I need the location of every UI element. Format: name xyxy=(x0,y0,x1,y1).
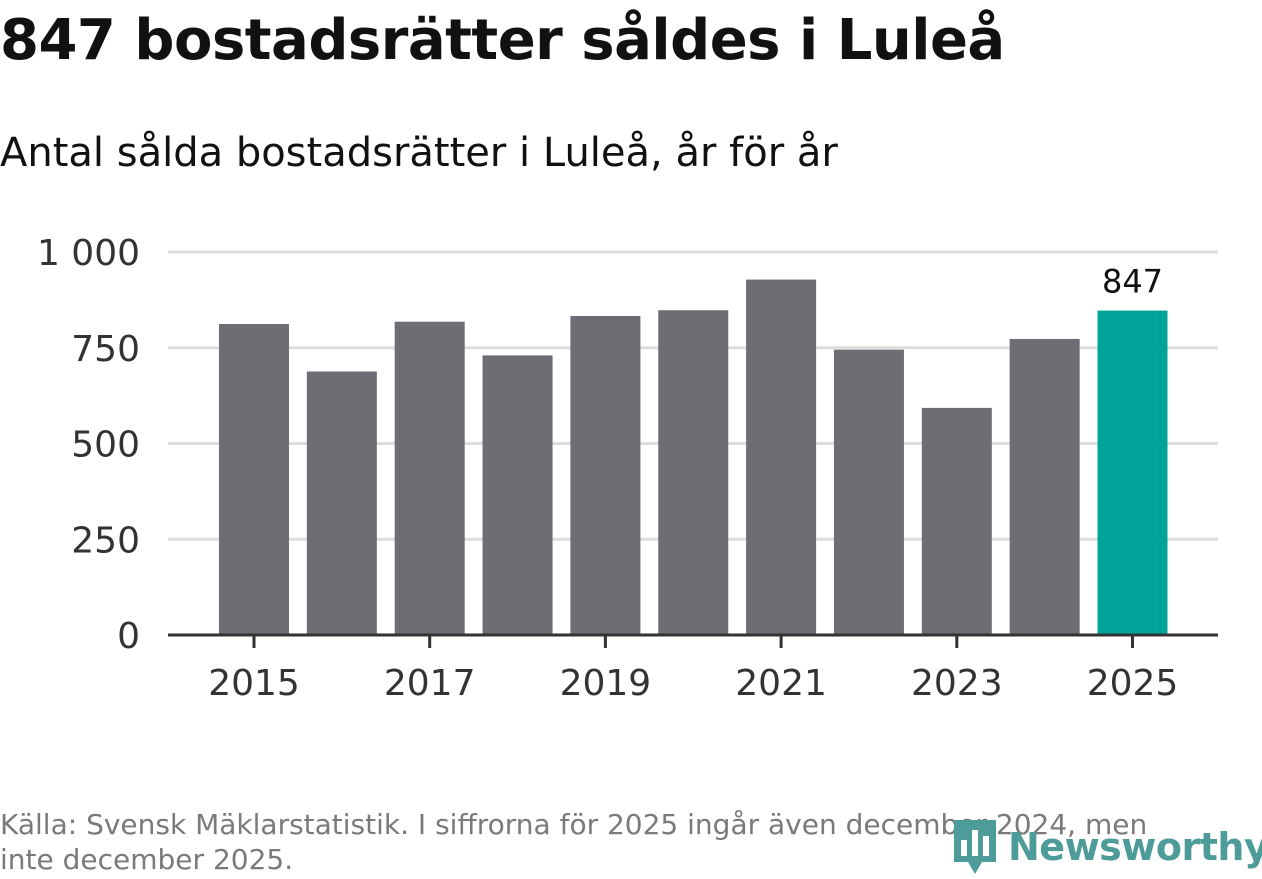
newsworthy-logo-icon xyxy=(954,820,996,874)
chart-title: 847 bostadsrätter såldes i Luleå xyxy=(0,8,1005,73)
y-tick-label: 250 xyxy=(71,520,140,561)
x-tick-label: 2023 xyxy=(911,663,1003,704)
x-tick-label: 2021 xyxy=(735,663,827,704)
y-tick-label: 500 xyxy=(71,425,140,466)
bar-2016 xyxy=(306,371,377,635)
bar-2017 xyxy=(394,321,465,635)
x-tick-label: 2025 xyxy=(1087,663,1179,704)
bar-2023 xyxy=(921,407,992,635)
y-tick-label: 1 000 xyxy=(37,233,140,274)
x-tick-label: 2019 xyxy=(560,663,652,704)
x-axis-ticks: 2015 2017 2019 2021 2023 2025 xyxy=(208,635,1178,704)
chart-subtitle: Antal sålda bostadsrätter i Luleå, år fö… xyxy=(0,130,838,176)
data-labels: 847 xyxy=(1102,263,1163,301)
bars xyxy=(219,279,1168,635)
bar-2020 xyxy=(658,310,729,635)
data-label: 847 xyxy=(1102,263,1163,301)
y-tick-label: 0 xyxy=(117,616,140,657)
brand-name: Newsworthy xyxy=(1008,825,1262,869)
brand-logo: Newsworthy xyxy=(950,816,1262,878)
x-tick-label: 2017 xyxy=(384,663,476,704)
y-axis-ticks: 0 250 500 750 1 000 xyxy=(37,233,140,657)
bar-2019 xyxy=(570,315,641,635)
bar-chart: 0 250 500 750 1 000 2015 2017 2019 2021 2023 2025… xyxy=(37,233,1218,704)
bar-2024 xyxy=(1009,338,1080,635)
bar-2022 xyxy=(833,349,904,635)
x-tick-label: 2015 xyxy=(208,663,300,704)
bar-2021 xyxy=(746,279,817,635)
bar-2018 xyxy=(482,355,553,635)
bar-2025 xyxy=(1097,310,1168,635)
bar-2015 xyxy=(219,324,289,635)
y-tick-label: 750 xyxy=(71,329,140,370)
